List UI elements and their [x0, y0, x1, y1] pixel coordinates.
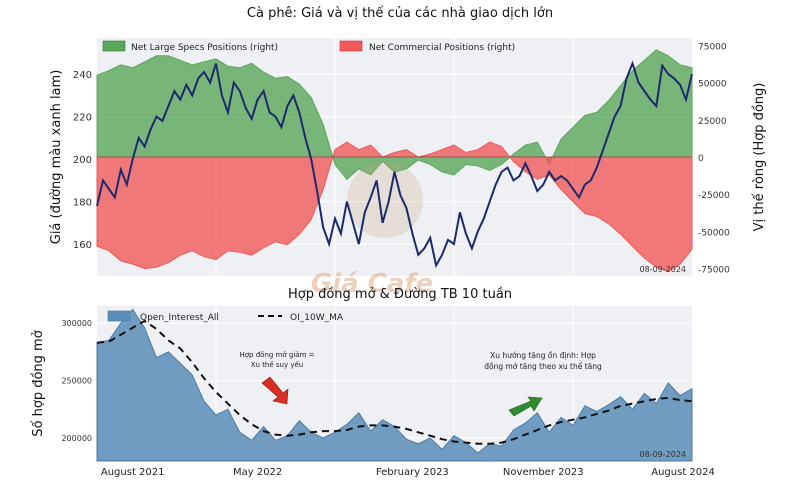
y-axis-label: Số hợp đồng mở: [31, 330, 46, 436]
y-tick-label-left: 180: [73, 198, 92, 209]
y-tick-label-right: 75000: [698, 42, 727, 52]
watermark-text: Giá Cafe: [311, 269, 433, 299]
y-tick-label-right: -50000: [698, 228, 730, 238]
annotation-text: Xu hướng tăng ổn định: Hợp: [490, 351, 596, 360]
y-tick-label-left: 160: [73, 240, 92, 251]
chart-title-bottom: Hợp đồng mở & Đường TB 10 tuần: [288, 287, 512, 302]
y-axis-label-left: Giá (đường màu xanh lam): [49, 70, 64, 245]
green-up-arrow: [508, 396, 543, 417]
y-axis-label-right: Vị thế ròng (Hợp đồng): [752, 83, 767, 232]
x-tick-label: November 2023: [503, 467, 584, 478]
chart-title-top: Cà phê: Giá và vị thế của các nhà giao d…: [247, 6, 553, 21]
annotation-text: đồng mở tăng theo xu thế tăng: [484, 362, 602, 371]
date-stamp-top: 08-09-2024: [640, 265, 687, 274]
y-tick-label-left: 220: [73, 113, 92, 124]
x-tick-label: May 2022: [233, 467, 282, 478]
x-tick-label: August 2021: [101, 467, 165, 478]
annotation-text: Hợp đồng mở giảm =: [240, 351, 315, 359]
net-commercial-area: [96, 141, 693, 273]
legend-label-commercial: Net Commercial Positions (right): [369, 43, 515, 53]
y-tick-label-right: -75000: [698, 266, 730, 276]
y-tick-label: 200000: [61, 434, 92, 443]
y-tick-label: 300000: [61, 319, 92, 328]
watermark-logo: [347, 162, 423, 238]
y-tick-label-left: 240: [73, 70, 92, 81]
y-tick-label-right: 50000: [698, 80, 727, 90]
y-tick-label: 250000: [61, 377, 92, 386]
legend-swatch-specs: [102, 40, 126, 52]
red-down-arrow: [261, 376, 289, 405]
open-interest-area: [96, 308, 693, 462]
y-tick-label-right: -25000: [698, 191, 730, 201]
legend-swatch-oi: [107, 310, 131, 322]
open-interest-chart: 200000 250000 300000 August 2021 May 2022 Feb…: [31, 287, 715, 478]
y-tick-label-right: 0: [698, 154, 704, 164]
net-large-specs-area: [96, 49, 693, 181]
y-tick-label-left: 200: [73, 155, 92, 166]
date-stamp-bottom: 08-09-2024: [640, 450, 687, 459]
legend-label-oi: Open_Interest_All: [140, 313, 219, 323]
oi-10w-ma-line: [96, 319, 693, 445]
legend-label-ma: OI_10W_MA: [290, 313, 344, 323]
x-tick-label: August 2024: [651, 467, 715, 478]
annotation-text: Xu thế suy yếu: [251, 361, 304, 369]
x-tick-label: February 2023: [376, 467, 449, 478]
price-line: [96, 60, 693, 269]
price-positions-chart: Giá Cafe 160 180 200 220 240 75000 50000 25000 0 -…: [49, 6, 767, 299]
legend-swatch-commercial: [339, 40, 363, 52]
legend-label-specs: Net Large Specs Positions (right): [131, 43, 278, 53]
y-tick-label-right: 25000: [698, 117, 727, 127]
